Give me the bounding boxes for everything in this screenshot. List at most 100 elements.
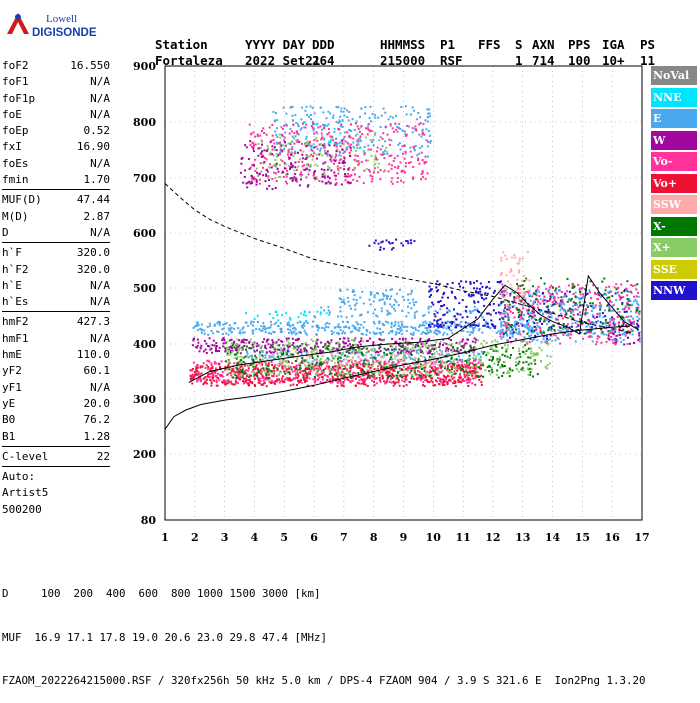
echo-point [403, 181, 405, 183]
echo-point [387, 348, 389, 350]
echo-point [338, 154, 340, 156]
echo-point [448, 327, 450, 329]
echo-point [462, 338, 464, 340]
echo-point [522, 319, 524, 321]
echo-point [359, 131, 361, 133]
echo-point [549, 338, 551, 340]
echo-point [537, 373, 539, 375]
echo-point [556, 293, 558, 295]
echo-point [512, 336, 514, 338]
echo-point [258, 345, 260, 347]
echo-point [447, 297, 449, 299]
echo-point [306, 375, 308, 377]
echo-point [491, 360, 493, 362]
echo-point [505, 311, 507, 313]
echo-point [492, 356, 494, 358]
echo-point [517, 289, 519, 291]
echo-point [351, 339, 353, 341]
echo-point [391, 349, 393, 351]
echo-point [447, 344, 449, 346]
echo-point [293, 378, 295, 380]
echo-point [638, 318, 640, 320]
echo-point [241, 370, 243, 372]
echo-point [623, 333, 625, 335]
echo-point [487, 326, 489, 328]
echo-point [212, 332, 214, 334]
echo-point [421, 368, 423, 370]
echo-point [568, 285, 570, 287]
echo-point [428, 346, 430, 348]
echo-point [317, 326, 319, 328]
echo-point [246, 355, 248, 357]
echo-point [291, 148, 293, 150]
echo-point [443, 292, 445, 294]
echo-point [296, 366, 298, 368]
echo-point [341, 385, 343, 387]
echo-point [438, 301, 440, 303]
echo-point [399, 162, 401, 164]
echo-point [316, 350, 318, 352]
echo-point [278, 373, 280, 375]
echo-point [209, 323, 211, 325]
echo-point [522, 362, 524, 364]
echo-point [422, 176, 424, 178]
echo-point [606, 341, 608, 343]
echo-point [221, 339, 223, 341]
echo-point [463, 347, 465, 349]
echo-point [212, 374, 214, 376]
echo-point [396, 172, 398, 174]
echo-point [421, 173, 423, 175]
echo-point [265, 354, 267, 356]
echo-point [340, 329, 342, 331]
echo-point [527, 251, 529, 253]
echo-point [300, 178, 302, 180]
echo-point [379, 379, 381, 381]
echo-point [473, 300, 475, 302]
echo-point [349, 374, 351, 376]
echo-point [304, 330, 306, 332]
echo-point [211, 382, 213, 384]
echo-point [259, 179, 261, 181]
echo-point [320, 358, 322, 360]
echo-point [383, 363, 385, 365]
echo-point [570, 316, 572, 318]
echo-point [262, 322, 264, 324]
echo-point [478, 311, 480, 313]
echo-point [582, 293, 584, 295]
echo-point [266, 351, 268, 353]
echo-point [551, 316, 553, 318]
echo-point [336, 385, 338, 387]
echo-point [396, 293, 398, 295]
echo-point [510, 268, 512, 270]
echo-point [460, 381, 462, 383]
echo-point [312, 350, 314, 352]
echo-point [284, 167, 286, 169]
echo-point [396, 354, 398, 356]
echo-point [338, 332, 340, 334]
echo-point [469, 281, 471, 283]
echo-point [394, 123, 396, 125]
echo-point [422, 352, 424, 354]
echo-point [223, 342, 225, 344]
echo-point [567, 301, 569, 303]
echo-point [313, 133, 315, 135]
echo-point [447, 367, 449, 369]
echo-point [421, 350, 423, 352]
echo-point [412, 334, 414, 336]
echo-point [509, 307, 511, 309]
echo-point [334, 157, 336, 159]
echo-point [344, 136, 346, 138]
echo-point [439, 383, 441, 385]
echo-point [274, 383, 276, 385]
echo-point [397, 155, 399, 157]
echo-point [567, 278, 569, 280]
echo-point [211, 352, 213, 354]
echo-point [343, 168, 345, 170]
echo-point [429, 381, 431, 383]
echo-point [332, 376, 334, 378]
echo-point [342, 126, 344, 128]
echo-point [347, 297, 349, 299]
echo-point [414, 317, 416, 319]
echo-point [248, 376, 250, 378]
echo-point [441, 366, 443, 368]
